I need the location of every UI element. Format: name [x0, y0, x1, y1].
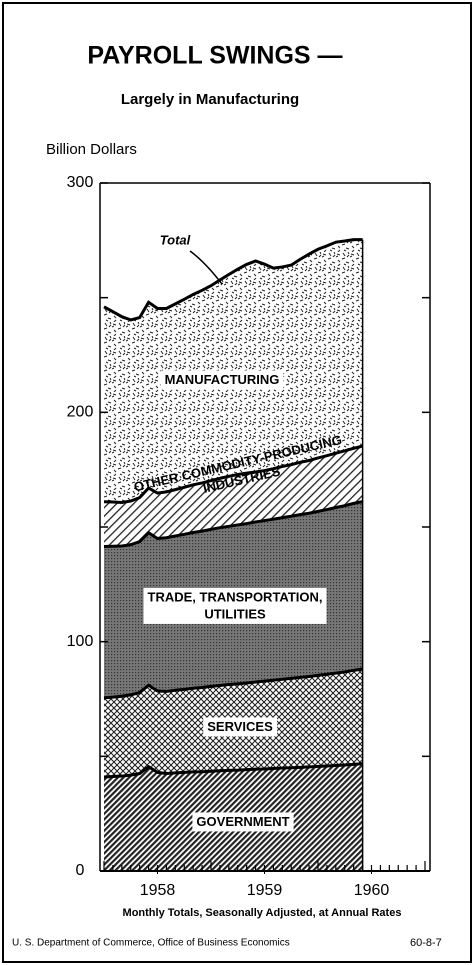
area-top-line — [103, 444, 363, 504]
area-top-line — [103, 667, 363, 700]
y-tick-label: 100 — [67, 633, 94, 650]
y-tick-label: 0 — [76, 862, 85, 879]
area-top-line — [103, 238, 363, 322]
series-label: MANUFACTURING — [160, 370, 284, 390]
chart-title: PAYROLL SWINGS — — [87, 42, 342, 70]
area-top-line — [103, 762, 363, 779]
annotation-arrow — [189, 250, 223, 285]
x-tick-label: 1958 — [140, 882, 176, 899]
y-axis-label: Billion Dollars — [46, 141, 137, 158]
series-label-text: TRADE, TRANSPORTATION, UTILITIES — [147, 590, 322, 622]
label-box — [203, 717, 278, 737]
label-box — [143, 587, 327, 624]
plot-area: 0 100 200 300 1958 1959 1960 GOVERNMENT SERVICES… — [67, 174, 431, 899]
y-tick-label: 200 — [67, 404, 94, 421]
footnote: Monthly Totals, Seasonally Adjusted, at … — [123, 907, 402, 919]
annotation: Total — [160, 232, 191, 247]
x-tick-label: 1959 — [247, 882, 283, 899]
label-box — [160, 370, 284, 390]
area-top-line — [103, 500, 363, 548]
series-label-text: MANUFACTURING — [165, 372, 280, 387]
y-tick-label: 300 — [67, 174, 94, 191]
x-tick-label: 1960 — [354, 882, 390, 899]
series-label: GOVERNMENT — [192, 812, 294, 832]
chart-id: 60-8-7 — [410, 937, 442, 949]
chart-subtitle: Largely in Manufacturing — [121, 91, 299, 108]
series-label-text: GOVERNMENT — [196, 814, 289, 829]
label-box — [192, 812, 294, 832]
series-label-text: SERVICES — [207, 719, 273, 734]
area — [104, 446, 363, 547]
source: U. S. Department of Commerce, Office of … — [12, 938, 290, 949]
series-label: TRADE, TRANSPORTATION, UTILITIES — [143, 587, 327, 624]
series-label: SERVICES — [203, 717, 278, 737]
